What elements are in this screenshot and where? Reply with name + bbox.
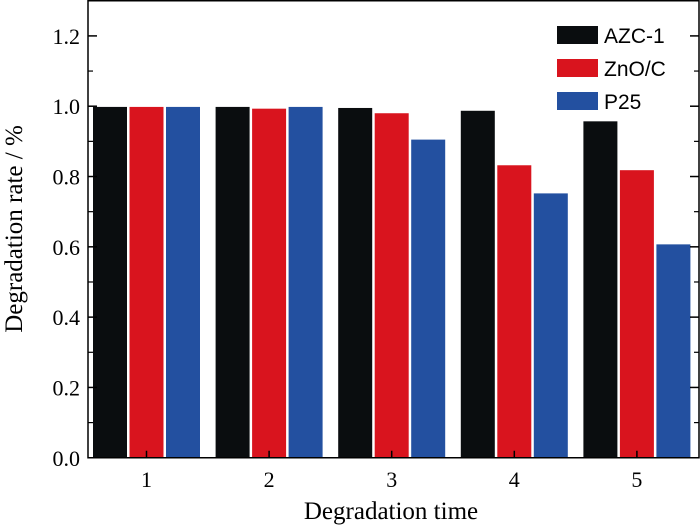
- y-axis-ticks: 0.0 0.2 0.4 0.6 0.8 1.0 1.2: [53, 0, 699, 471]
- legend-label: ZnO/C: [604, 58, 666, 81]
- y-tick-label: 0.0: [53, 446, 81, 471]
- legend-swatch-azc-1: [557, 26, 598, 44]
- legend-swatch-zno-c: [557, 59, 598, 77]
- bar-p25-2: [288, 106, 323, 458]
- bar-p25-4: [533, 193, 568, 458]
- bar-p25-5: [656, 244, 691, 458]
- bar-p25-3: [411, 139, 446, 458]
- x-tick-label: 5: [631, 467, 642, 492]
- x-axis-title: Degradation time: [304, 498, 478, 525]
- bar-zno-c-3: [374, 113, 409, 458]
- bar-p25-1: [166, 106, 200, 458]
- bar-azc-1-1: [93, 106, 127, 458]
- x-axis-ticks: 1 2 3 4 5: [141, 450, 642, 492]
- legend-swatch-p25: [557, 92, 598, 110]
- y-tick-label: 0.6: [53, 235, 81, 260]
- bar-azc-1-2: [215, 106, 250, 458]
- legend-label: P25: [604, 91, 641, 114]
- bar-azc-1-4: [460, 110, 495, 458]
- bar-zno-c-1: [129, 106, 164, 458]
- x-tick-label: 2: [264, 467, 275, 492]
- y-axis-title: Degradation rate / %: [1, 125, 28, 333]
- bar-zno-c-5: [619, 170, 654, 458]
- bar-zno-c-4: [497, 165, 532, 458]
- x-tick-label: 4: [509, 467, 520, 492]
- legend-label: AZC-1: [604, 25, 665, 48]
- y-tick-label: 0.2: [53, 375, 81, 400]
- x-tick-label: 1: [141, 467, 152, 492]
- y-tick-label: 0.4: [53, 305, 81, 330]
- plot-frame: [87, 0, 700, 459]
- bar-zno-c-2: [252, 108, 287, 458]
- y-tick-label: 1.2: [53, 24, 81, 49]
- bar-azc-1-5: [583, 121, 618, 458]
- bars-layer: [93, 106, 691, 458]
- legend: AZC-1 ZnO/C P25: [557, 25, 666, 114]
- bar-azc-1-3: [338, 107, 373, 458]
- y-tick-label: 0.8: [53, 165, 81, 190]
- y-tick-label: 1.0: [53, 94, 81, 119]
- x-tick-label: 3: [386, 467, 397, 492]
